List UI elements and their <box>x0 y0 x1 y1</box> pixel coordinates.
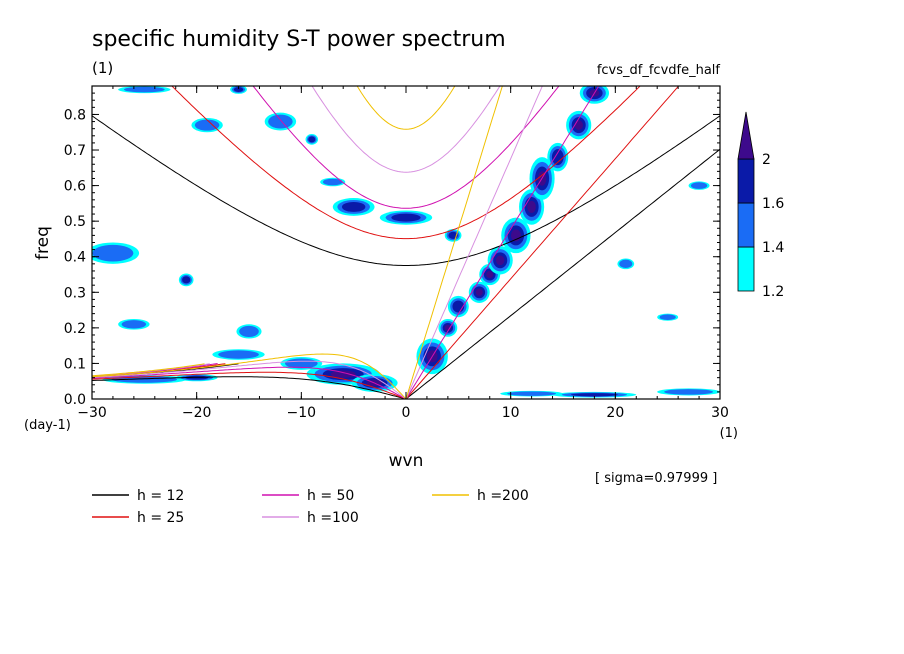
curve-h200-kelvin <box>405 86 503 399</box>
y-axis-label: freq <box>33 226 53 260</box>
curve-h100-kelvin <box>405 86 543 399</box>
y-tick-label: 0.8 <box>64 107 86 123</box>
x-tick-label: 20 <box>606 405 624 421</box>
curve-h25-kelvin <box>405 86 680 399</box>
power-contour-33-level-1 <box>123 86 165 93</box>
curve-h100-equatorial-rossby <box>92 360 407 399</box>
curve-h25-equatorial-rossby <box>92 371 407 399</box>
x-tick-label: −30 <box>77 405 107 421</box>
colorbar: 1.2 1.4 1.6 2 <box>737 111 784 300</box>
colorbar-segment-2 <box>737 158 755 204</box>
y-tick-label: 0.1 <box>64 356 86 372</box>
legend-label: h =100 <box>307 510 359 526</box>
power-contour-28-level-1 <box>239 325 259 337</box>
y-tick-label: 0.7 <box>64 143 86 159</box>
x-tick-label: −20 <box>182 405 212 421</box>
x-axis-label: wvn <box>389 451 424 471</box>
plot-frame <box>91 85 721 400</box>
sigma-label: [ sigma=0.97999 ] <box>595 471 717 486</box>
curve-h50-inertia-gravity-n1 <box>252 86 560 209</box>
power-contour-22-level-2 <box>233 87 244 92</box>
legend-label: h = 50 <box>307 488 354 504</box>
chart-subtitle-right: fcvs_df_fcvdfe_half <box>597 63 721 78</box>
power-contour-32-level-1 <box>619 259 633 269</box>
colorbar-level-label: 1.6 <box>762 196 784 212</box>
chart-unit-label: (1) <box>92 59 113 77</box>
power-contour-4-level-3 <box>486 270 494 279</box>
chart-title: specific humidity S-T power spectrum <box>92 27 506 52</box>
power-contour-24-level-1 <box>92 244 134 262</box>
legend-label: h = 12 <box>137 488 184 504</box>
y-tick-label: 0.4 <box>64 250 86 266</box>
axis-ticks: −30 −20 −10 0 10 20 30 0.0 0.1 0.2 0.3 0.4 0.5 0.6 0.7… <box>64 86 729 421</box>
power-contour-3-level-3 <box>475 288 483 296</box>
colorbar-segment-0 <box>737 246 755 292</box>
legend-label: h = 25 <box>137 510 184 526</box>
curve-h50-equatorial-rossby <box>92 366 407 399</box>
power-contours <box>92 86 720 398</box>
power-contour-21-level-2 <box>308 136 316 143</box>
curve-h200-inertia-gravity-n1 <box>356 86 456 130</box>
power-contour-25-level-1 <box>194 119 220 131</box>
curve-h12-equatorial-rossby <box>92 376 407 399</box>
power-contour-26-level-1 <box>268 114 293 129</box>
curve-h12-kelvin <box>405 148 720 399</box>
y-tick-label: 0.3 <box>64 285 86 301</box>
power-contour-36-level-1 <box>690 182 708 189</box>
legend: h = 12 h = 25 h = 50 h =100 h =200 <box>92 488 529 526</box>
y-tick-label: 0.5 <box>64 214 86 230</box>
colorbar-level-label: 2 <box>762 152 771 168</box>
power-contour-7-level-3 <box>527 200 536 213</box>
power-contour-12-level-3 <box>330 370 356 378</box>
power-contour-19-level-2 <box>341 201 366 212</box>
power-contour-20-level-2 <box>391 213 421 222</box>
power-contour-9-level-2 <box>551 149 564 166</box>
x-tick-label: 30 <box>711 405 729 421</box>
y-tick-label: 0.6 <box>64 179 86 195</box>
colorbar-extend-arrow <box>737 111 755 160</box>
y-tick-label: 0.0 <box>64 392 86 408</box>
power-contour-10-level-3 <box>574 120 583 130</box>
x-tick-label: 0 <box>402 405 411 421</box>
curve-h200-mixed-rossby-gravity <box>92 363 205 377</box>
x-tick-label: −10 <box>287 405 317 421</box>
legend-label: h =200 <box>477 488 529 504</box>
power-contour-34-level-1 <box>659 314 676 320</box>
power-contour-30-level-1 <box>507 391 557 396</box>
curve-h12-inertia-gravity-n1 <box>92 115 720 266</box>
y-axis-unit: (day-1) <box>24 418 71 433</box>
power-contour-27-level-1 <box>121 320 147 329</box>
y-tick-label: 0.2 <box>64 321 86 337</box>
x-axis-unit: (1) <box>720 426 738 441</box>
power-contour-31-level-1 <box>664 389 714 395</box>
power-contour-35-level-1 <box>322 178 343 186</box>
curve-h50-kelvin <box>405 86 600 399</box>
power-contour-29-level-2 <box>570 393 618 397</box>
curve-h200-equatorial-rossby <box>92 353 407 399</box>
power-contour-5-level-3 <box>495 255 505 266</box>
colorbar-segment-1 <box>737 202 755 248</box>
curve-h100-inertia-gravity-n1 <box>311 86 501 173</box>
power-contour-18-level-2 <box>182 276 191 284</box>
colorbar-level-label: 1.2 <box>762 284 784 300</box>
colorbar-level-label: 1.4 <box>762 240 784 256</box>
curve-h25-inertia-gravity-n1 <box>171 86 641 240</box>
x-tick-label: 10 <box>502 405 520 421</box>
dispersion-curves <box>92 86 720 399</box>
power-contour-15-level-1 <box>218 350 259 359</box>
